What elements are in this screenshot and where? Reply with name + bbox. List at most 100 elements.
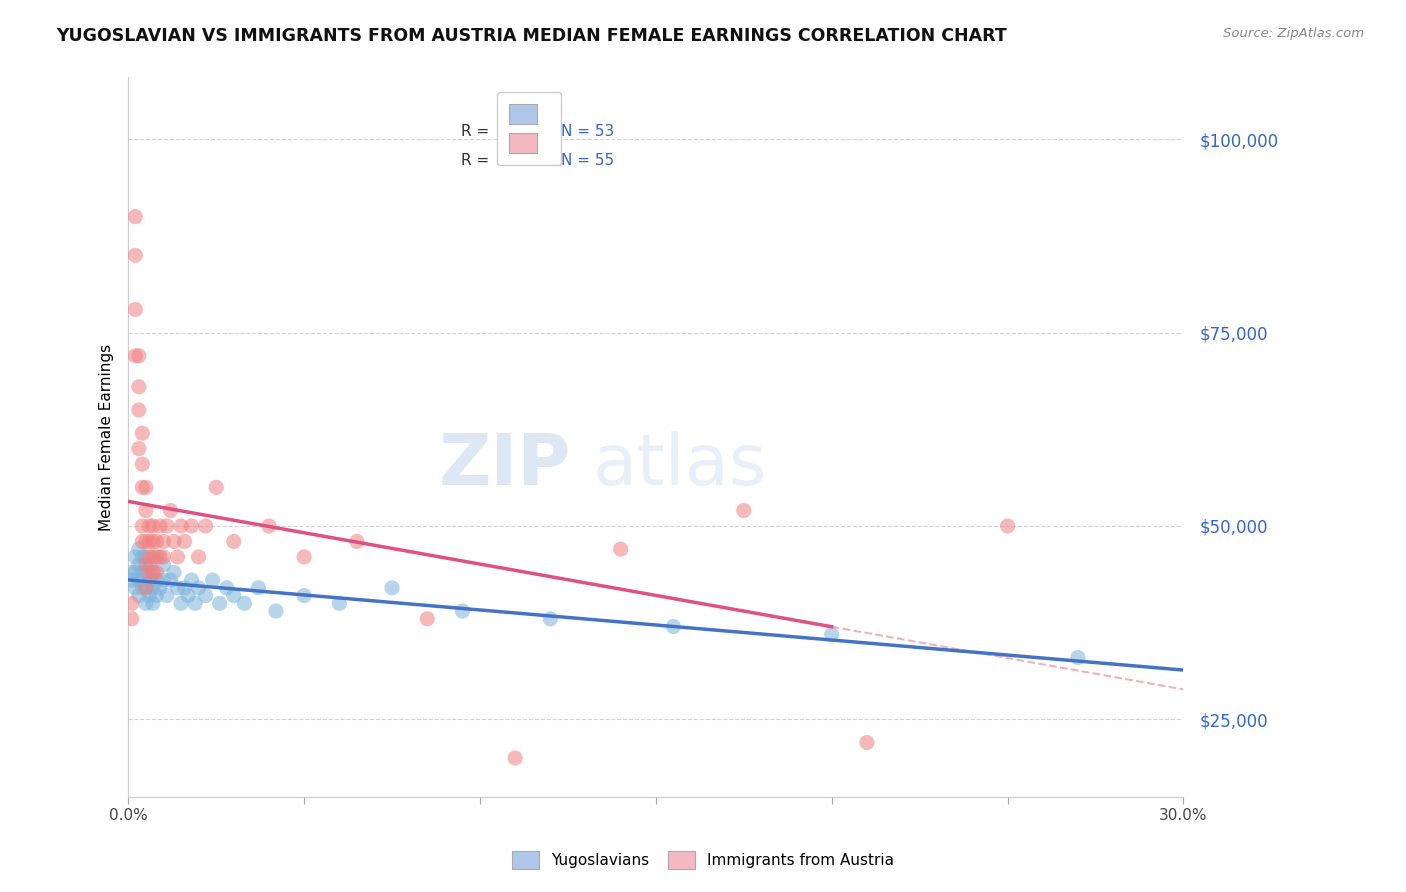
Point [124,549,146,564]
Point [166,549,188,564]
Point [173,534,195,549]
Text: 0.184: 0.184 [499,153,548,168]
Point [142,566,165,580]
Point [135,581,157,595]
Point [145,566,167,580]
Point [222,589,245,603]
Point [135,503,157,517]
Legend: Yugoslavians, Immigrants from Austria: Yugoslavians, Immigrants from Austria [505,845,901,875]
Point [149,581,172,595]
Point [121,596,143,610]
Point [215,581,238,595]
Point [208,596,231,610]
Point [187,549,209,564]
Point [159,573,181,587]
Point [135,534,157,549]
Point [159,503,181,517]
Point [233,596,256,610]
Point [187,581,209,595]
Point [128,558,150,572]
Point [131,566,153,580]
Point [247,581,270,595]
Point [131,581,153,595]
Point [381,581,404,595]
Point [131,519,153,533]
Point [138,534,160,549]
Point [128,349,150,363]
Point [128,589,150,603]
Point [131,426,153,441]
Point [124,581,146,595]
Text: R =: R = [461,153,494,168]
Text: atlas: atlas [592,432,766,500]
Point [328,596,350,610]
Point [170,519,193,533]
Point [346,534,368,549]
Point [135,581,157,595]
Point [145,573,167,587]
Point [138,566,160,580]
Point [173,581,195,595]
Point [180,573,202,587]
Point [145,589,167,603]
Point [128,442,150,456]
Point [163,566,186,580]
Point [142,566,165,580]
Point [121,612,143,626]
Point [131,480,153,494]
Point [1067,650,1090,665]
Point [142,596,165,610]
Point [156,589,179,603]
Point [142,519,165,533]
Point [733,503,755,517]
Point [609,542,631,557]
Legend: , : , [498,92,561,165]
Point [152,549,174,564]
Point [194,589,217,603]
Point [152,573,174,587]
Point [128,542,150,557]
Point [856,735,879,749]
Point [997,519,1019,533]
Y-axis label: Median Female Earnings: Median Female Earnings [100,343,114,531]
Point [128,380,150,394]
Point [145,549,167,564]
Point [138,549,160,564]
Point [138,573,160,587]
Point [121,573,143,587]
Point [416,612,439,626]
Point [264,604,287,618]
Point [138,558,160,572]
Point [135,596,157,610]
Point [138,519,160,533]
Text: -0.364: -0.364 [498,124,553,139]
Point [135,549,157,564]
Point [292,589,315,603]
Point [145,534,167,549]
Point [124,248,146,262]
Text: N = 55: N = 55 [561,153,614,168]
Point [142,549,165,564]
Point [451,604,474,618]
Text: ZIP: ZIP [439,432,571,500]
Point [142,581,165,595]
Point [124,210,146,224]
Point [121,566,143,580]
Point [135,566,157,580]
Point [149,519,172,533]
Point [166,581,188,595]
Point [503,751,526,765]
Point [128,573,150,587]
Point [662,619,685,633]
Text: N = 53: N = 53 [561,124,614,139]
Point [170,596,193,610]
Point [194,519,217,533]
Point [124,302,146,317]
Point [142,534,165,549]
Point [538,612,561,626]
Point [177,589,200,603]
Point [821,627,844,641]
Point [156,519,179,533]
Text: YUGOSLAVIAN VS IMMIGRANTS FROM AUSTRIA MEDIAN FEMALE EARNINGS CORRELATION CHART: YUGOSLAVIAN VS IMMIGRANTS FROM AUSTRIA M… [56,27,1007,45]
Point [180,519,202,533]
